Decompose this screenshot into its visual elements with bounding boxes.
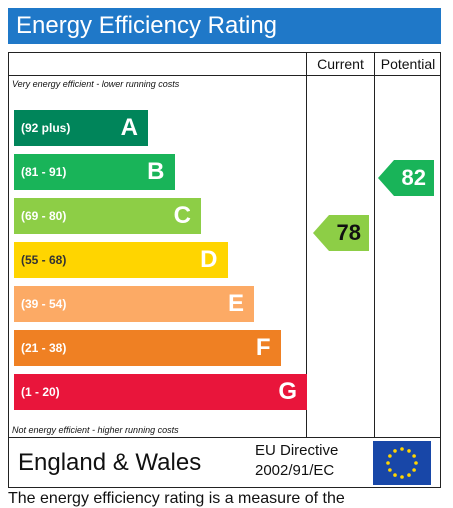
current-rating-arrow: 78 [313, 215, 369, 251]
column-header-potential: Potential [380, 56, 436, 72]
eu-star [407, 449, 411, 453]
eu-star [400, 475, 404, 479]
band-letter: A [120, 114, 138, 141]
potential-rating-arrow: 82 [378, 160, 434, 196]
band-range-label: (55 - 68) [21, 253, 67, 267]
band-c: (69 - 80) C [14, 198, 201, 234]
band-letter: F [255, 334, 271, 361]
eu-star [414, 461, 418, 465]
band-letter: G [278, 378, 297, 405]
directive-line-1: EU Directive [255, 442, 339, 459]
eu-flag-icon [373, 441, 431, 485]
current-rating-value: 78 [336, 220, 361, 245]
band-d: (55 - 68) D [14, 242, 228, 278]
bottom-text: The energy efficiency rating is a measur… [8, 490, 345, 507]
eu-star [412, 468, 416, 472]
potential-rating-value: 82 [401, 165, 426, 190]
page-title: Energy Efficiency Rating [8, 8, 441, 44]
directive-line-2: 2002/91/EC [255, 462, 335, 479]
eu-star [400, 447, 404, 451]
footer-divider [9, 437, 440, 438]
band-g: (1 - 20) G [14, 374, 307, 410]
column-divider-current [306, 53, 307, 437]
header-divider [9, 75, 440, 76]
band-letter: D [200, 246, 218, 273]
band-letter: B [147, 158, 165, 185]
band-f: (21 - 38) F [14, 330, 281, 366]
band-b: (81 - 91) B [14, 154, 175, 190]
band-letter: C [173, 202, 191, 229]
directive-label: EU Directive 2002/91/EC [255, 441, 338, 481]
eu-star [393, 449, 397, 453]
eu-star [393, 473, 397, 477]
band-a: (92 plus) A [14, 110, 148, 146]
eu-star [407, 473, 411, 477]
band-range-label: (69 - 80) [21, 209, 67, 223]
eu-star [386, 461, 390, 465]
column-divider-potential [374, 53, 375, 437]
band-range-label: (21 - 38) [21, 341, 67, 355]
band-range-label: (39 - 54) [21, 297, 67, 311]
rating-chart: Current Potential Very energy efficient … [8, 52, 441, 488]
band-range-label: (92 plus) [21, 121, 71, 135]
eu-star [388, 468, 392, 472]
band-range-label: (81 - 91) [21, 165, 67, 179]
band-letter: E [227, 290, 244, 317]
eu-stars [386, 447, 418, 479]
band-range-label: (1 - 20) [21, 385, 60, 399]
region-label: England & Wales [18, 449, 202, 476]
band-e: (39 - 54) E [14, 286, 254, 322]
bottom-note: Not energy efficient - higher running co… [12, 425, 179, 435]
column-header-current: Current [317, 56, 364, 72]
eu-star [388, 454, 392, 458]
top-note: Very energy efficient - lower running co… [12, 79, 180, 89]
eu-star [412, 454, 416, 458]
